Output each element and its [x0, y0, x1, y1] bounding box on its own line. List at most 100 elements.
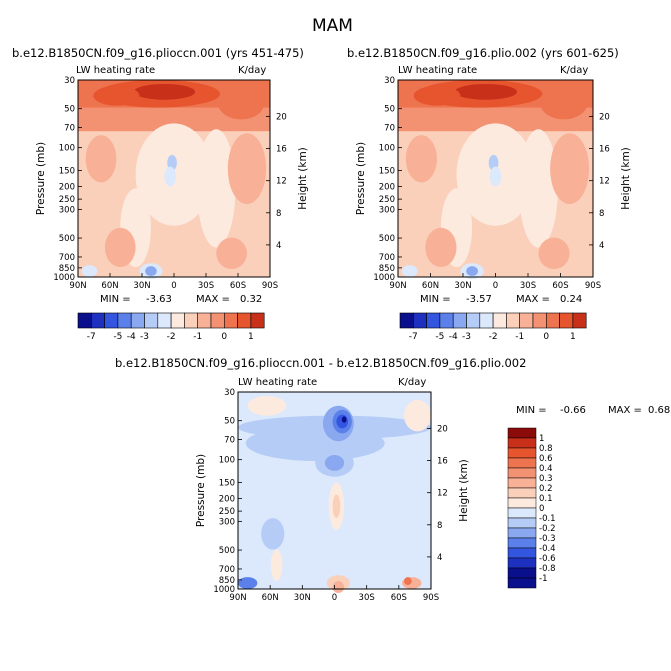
- contour-level-region: [403, 577, 412, 586]
- colorbar-label: -1: [515, 332, 524, 342]
- x-tick-label: 90N: [229, 593, 246, 603]
- height-tick-label: 4: [276, 241, 281, 251]
- y-tick-label: 200: [219, 495, 235, 505]
- x-tick-label: 60S: [552, 281, 568, 291]
- panel1-min-value: -3.63: [146, 294, 172, 305]
- y-tick-label: 70: [384, 124, 395, 134]
- height-tick-label: 16: [276, 145, 287, 155]
- height-tick-label: 4: [437, 553, 442, 563]
- contour-level-region: [488, 154, 499, 171]
- y-tick-label: 100: [59, 144, 75, 154]
- height-tick-label: 12: [599, 177, 610, 187]
- colorbar-swatch: [184, 312, 199, 329]
- y-tick-label: 850: [59, 264, 75, 274]
- panel2-max-value: 0.24: [560, 294, 583, 305]
- colorbar-label: -0.2: [539, 524, 556, 534]
- colorbar-label: -7: [409, 332, 418, 342]
- colorbar-swatch: [507, 557, 537, 569]
- y-tick-label: 150: [379, 166, 395, 176]
- x-tick-label: 30N: [133, 281, 150, 291]
- colorbar-swatch: [426, 312, 441, 329]
- x-tick-label: 90N: [69, 281, 86, 291]
- height-tick-label: 16: [599, 145, 610, 155]
- colorbar-swatch: [117, 312, 132, 329]
- height-tick-label: 8: [276, 209, 281, 219]
- contour-level-region: [336, 414, 349, 429]
- contour-level-region: [167, 154, 177, 171]
- colorbar-swatch: [507, 537, 537, 549]
- y-tick-label: 300: [59, 205, 75, 215]
- colorbar-swatch: [210, 312, 225, 329]
- contour-level-region: [261, 518, 285, 550]
- y-tick-label: 30: [384, 76, 395, 86]
- colorbar-label: 0.3: [539, 474, 553, 484]
- colorbar-swatch: [507, 457, 537, 469]
- colorbar-swatch: [507, 477, 537, 489]
- colorbar-swatch: [507, 427, 537, 439]
- height-tick-label: 20: [599, 112, 610, 122]
- height-tick-label: 8: [437, 521, 442, 531]
- colorbar-swatch: [479, 312, 494, 329]
- right-axis-label: Height (km): [458, 459, 470, 522]
- y-tick-label: 700: [379, 253, 395, 263]
- y-tick-label: 1000: [373, 273, 395, 283]
- y-tick-label: 70: [64, 124, 75, 134]
- contour-level-region: [216, 237, 247, 270]
- colorbar-swatch: [519, 312, 534, 329]
- y-tick-label: 50: [64, 105, 75, 115]
- contour-level-region: [81, 265, 98, 277]
- contour-level-region: [238, 577, 258, 589]
- panel2-units-label: K/day: [560, 65, 589, 76]
- contour-level-region: [245, 425, 385, 461]
- colorbar-swatch: [507, 497, 537, 509]
- y-tick-label: 300: [379, 205, 395, 215]
- panel2-min-label: MIN =: [420, 294, 451, 305]
- panel1-title: b.e12.B1850CN.f09_g16.plioccn.001 (yrs 4…: [12, 46, 304, 60]
- contour-level-region: [341, 416, 347, 423]
- y-tick-label: 500: [379, 234, 395, 244]
- contour-level-region: [489, 166, 502, 187]
- colorbar-swatch: [507, 467, 537, 479]
- colorbar-swatch: [507, 527, 537, 539]
- contour-level-region: [550, 133, 590, 205]
- y-tick-label: 700: [219, 565, 235, 575]
- colorbar-swatch: [157, 312, 172, 329]
- height-tick-label: 12: [437, 489, 448, 499]
- colorbar-label: -4: [449, 332, 458, 342]
- x-tick-label: 0: [171, 281, 176, 291]
- x-tick-label: 60N: [262, 593, 279, 603]
- colorbar-label: -1: [539, 574, 547, 584]
- colorbar-label: -7: [87, 332, 96, 342]
- x-tick-label: 90N: [389, 281, 406, 291]
- y-tick-label: 250: [219, 507, 235, 517]
- x-tick-label: 0: [332, 593, 337, 603]
- y-tick-label: 300: [219, 517, 235, 527]
- right-axis-label: Height (km): [297, 147, 309, 210]
- colorbar-label: 0.6: [539, 454, 553, 464]
- colorbar-label: -3: [140, 332, 149, 342]
- colorbar-swatch: [506, 312, 521, 329]
- x-tick-label: 30N: [294, 593, 311, 603]
- contour-level-region: [332, 581, 345, 593]
- panel2-min-value: -3.57: [466, 294, 492, 305]
- colorbar-swatch: [559, 312, 574, 329]
- contour-level-region: [247, 395, 287, 416]
- contour-level-region: [405, 135, 437, 183]
- colorbar-swatch: [91, 312, 105, 329]
- contour-fill-group: [398, 80, 593, 279]
- colorbar-label: -4: [127, 332, 136, 342]
- colorbar-label: -0.8: [539, 564, 556, 574]
- page-title: MAM: [312, 16, 353, 36]
- colorbar-swatch: [507, 507, 537, 519]
- colorbar-swatch: [250, 312, 265, 329]
- colorbar-label: 1: [570, 332, 576, 342]
- colorbar-label: 0.4: [539, 464, 553, 474]
- contour-level-region: [454, 83, 517, 100]
- y-tick-label: 100: [379, 144, 395, 154]
- x-tick-label: 90S: [585, 281, 601, 291]
- panel3-max-label: MAX =: [608, 405, 642, 416]
- colorbar-swatch: [130, 312, 145, 329]
- y-tick-label: 100: [219, 456, 235, 466]
- y-axis-label: Pressure (mb): [195, 454, 207, 527]
- y-tick-label: 30: [224, 388, 235, 398]
